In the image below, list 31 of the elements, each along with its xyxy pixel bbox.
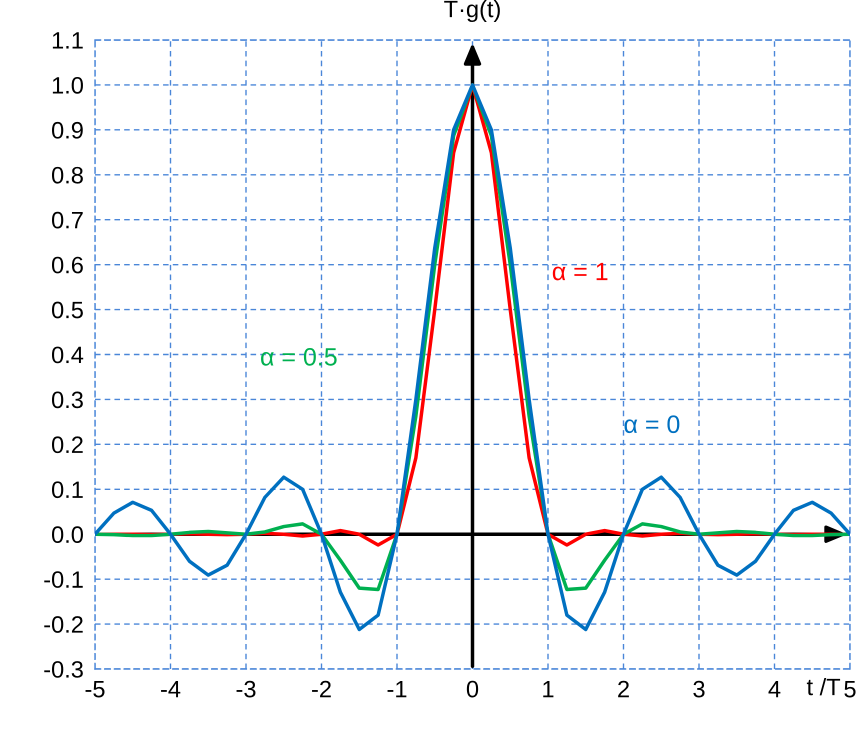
y-tick-label: 0.5 [52, 302, 83, 318]
y-tick-label: 0.7 [52, 212, 83, 228]
series-label: α = 0 [624, 415, 680, 434]
y-tick-label: 0.4 [52, 346, 84, 364]
y-tick-label: 0.8 [52, 166, 83, 184]
x-axis-title: t /T [806, 678, 840, 696]
x-tick-label: 2 [618, 680, 629, 698]
x-tick-label: -2 [312, 680, 331, 698]
y-tick-label: -0.3 [44, 661, 83, 678]
y-tick-label: -0.2 [44, 616, 83, 633]
y-tick-label: 1.0 [52, 76, 83, 94]
x-tick-label: 1 [543, 680, 554, 698]
y-tick-label: 0.1 [52, 481, 83, 498]
y-tick-label: 1.1 [52, 32, 83, 49]
x-tick-label: -4 [161, 680, 180, 698]
x-tick-label: 4 [768, 680, 780, 698]
x-tick-label: -1 [388, 680, 406, 698]
y-axis-title: T·g(t) [444, 0, 500, 22]
y-tick-label: -0.1 [44, 571, 83, 588]
x-tick-label: 3 [693, 680, 705, 698]
x-tick-label: -3 [236, 680, 256, 698]
y-tick-label: 0.3 [52, 391, 83, 408]
series-label: α = 1 [552, 262, 608, 280]
y-tick-label: 0.2 [52, 436, 83, 454]
y-tick-label: 0.6 [52, 256, 83, 274]
x-tick-label: 0 [466, 680, 478, 698]
y-tick-label: 0.0 [52, 526, 83, 543]
y-tick-label: 0.9 [52, 122, 83, 139]
x-tick-label: -5 [86, 680, 105, 698]
text: α = 0.5 [261, 348, 337, 366]
x-tick-label: 5 [844, 680, 856, 698]
